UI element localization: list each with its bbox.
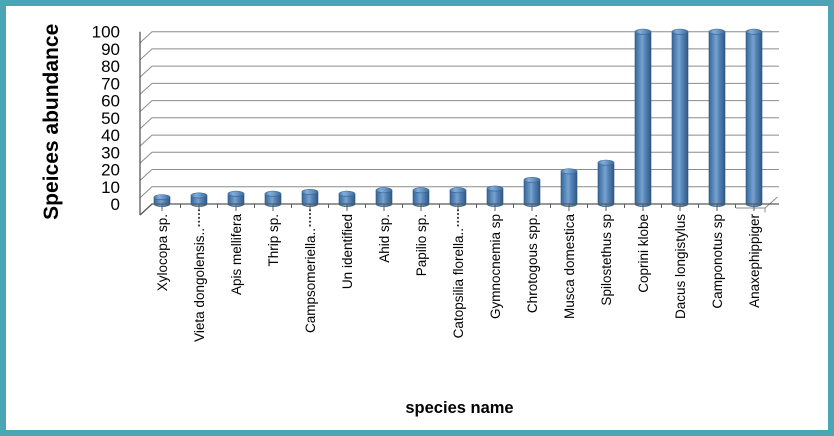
svg-text:Ahid sp.: Ahid sp. [377,214,392,263]
svg-text:Coprini klobe: Coprini klobe [636,214,651,293]
svg-text:60: 60 [101,92,120,111]
svg-text:Apis mellifera: Apis mellifera [229,214,244,296]
svg-text:50: 50 [101,109,120,128]
svg-text:Gymnocnemia sp: Gymnocnemia sp [488,214,503,319]
svg-text:Vieta dongolensis..: Vieta dongolensis.. [192,228,207,342]
svg-text:Campsomeriella..: Campsomeriella.. [303,228,318,333]
svg-text:10: 10 [101,178,120,197]
svg-text:100: 100 [92,23,120,42]
svg-text:species name: species name [405,399,513,417]
svg-text:30: 30 [101,143,120,162]
svg-text:40: 40 [101,126,120,145]
svg-text:Musca domestica: Musca domestica [562,214,577,320]
svg-text:Dacus longistylus: Dacus longistylus [673,214,688,319]
svg-text:Un identified: Un identified [340,214,355,289]
svg-text:Speices abundance: Speices abundance [40,24,63,220]
svg-text:90: 90 [101,40,120,59]
svg-text:Xylocopa sp.: Xylocopa sp. [155,214,170,291]
svg-text:70: 70 [101,74,120,93]
svg-text:Camponotus sp: Camponotus sp [710,214,725,309]
svg-text:0: 0 [111,195,120,214]
svg-text:Thrip sp.: Thrip sp. [266,214,281,267]
svg-text:Chrotogous spp.: Chrotogous spp. [525,214,540,313]
svg-text:Papilio sp.: Papilio sp. [414,214,429,276]
svg-text:Catopsilia florella..: Catopsilia florella.. [451,228,466,338]
svg-text:20: 20 [101,161,120,180]
svg-text:80: 80 [101,57,120,76]
svg-text:Spilostethus sp: Spilostethus sp [599,214,614,306]
svg-text:Anaxephippiger: Anaxephippiger [747,214,762,308]
